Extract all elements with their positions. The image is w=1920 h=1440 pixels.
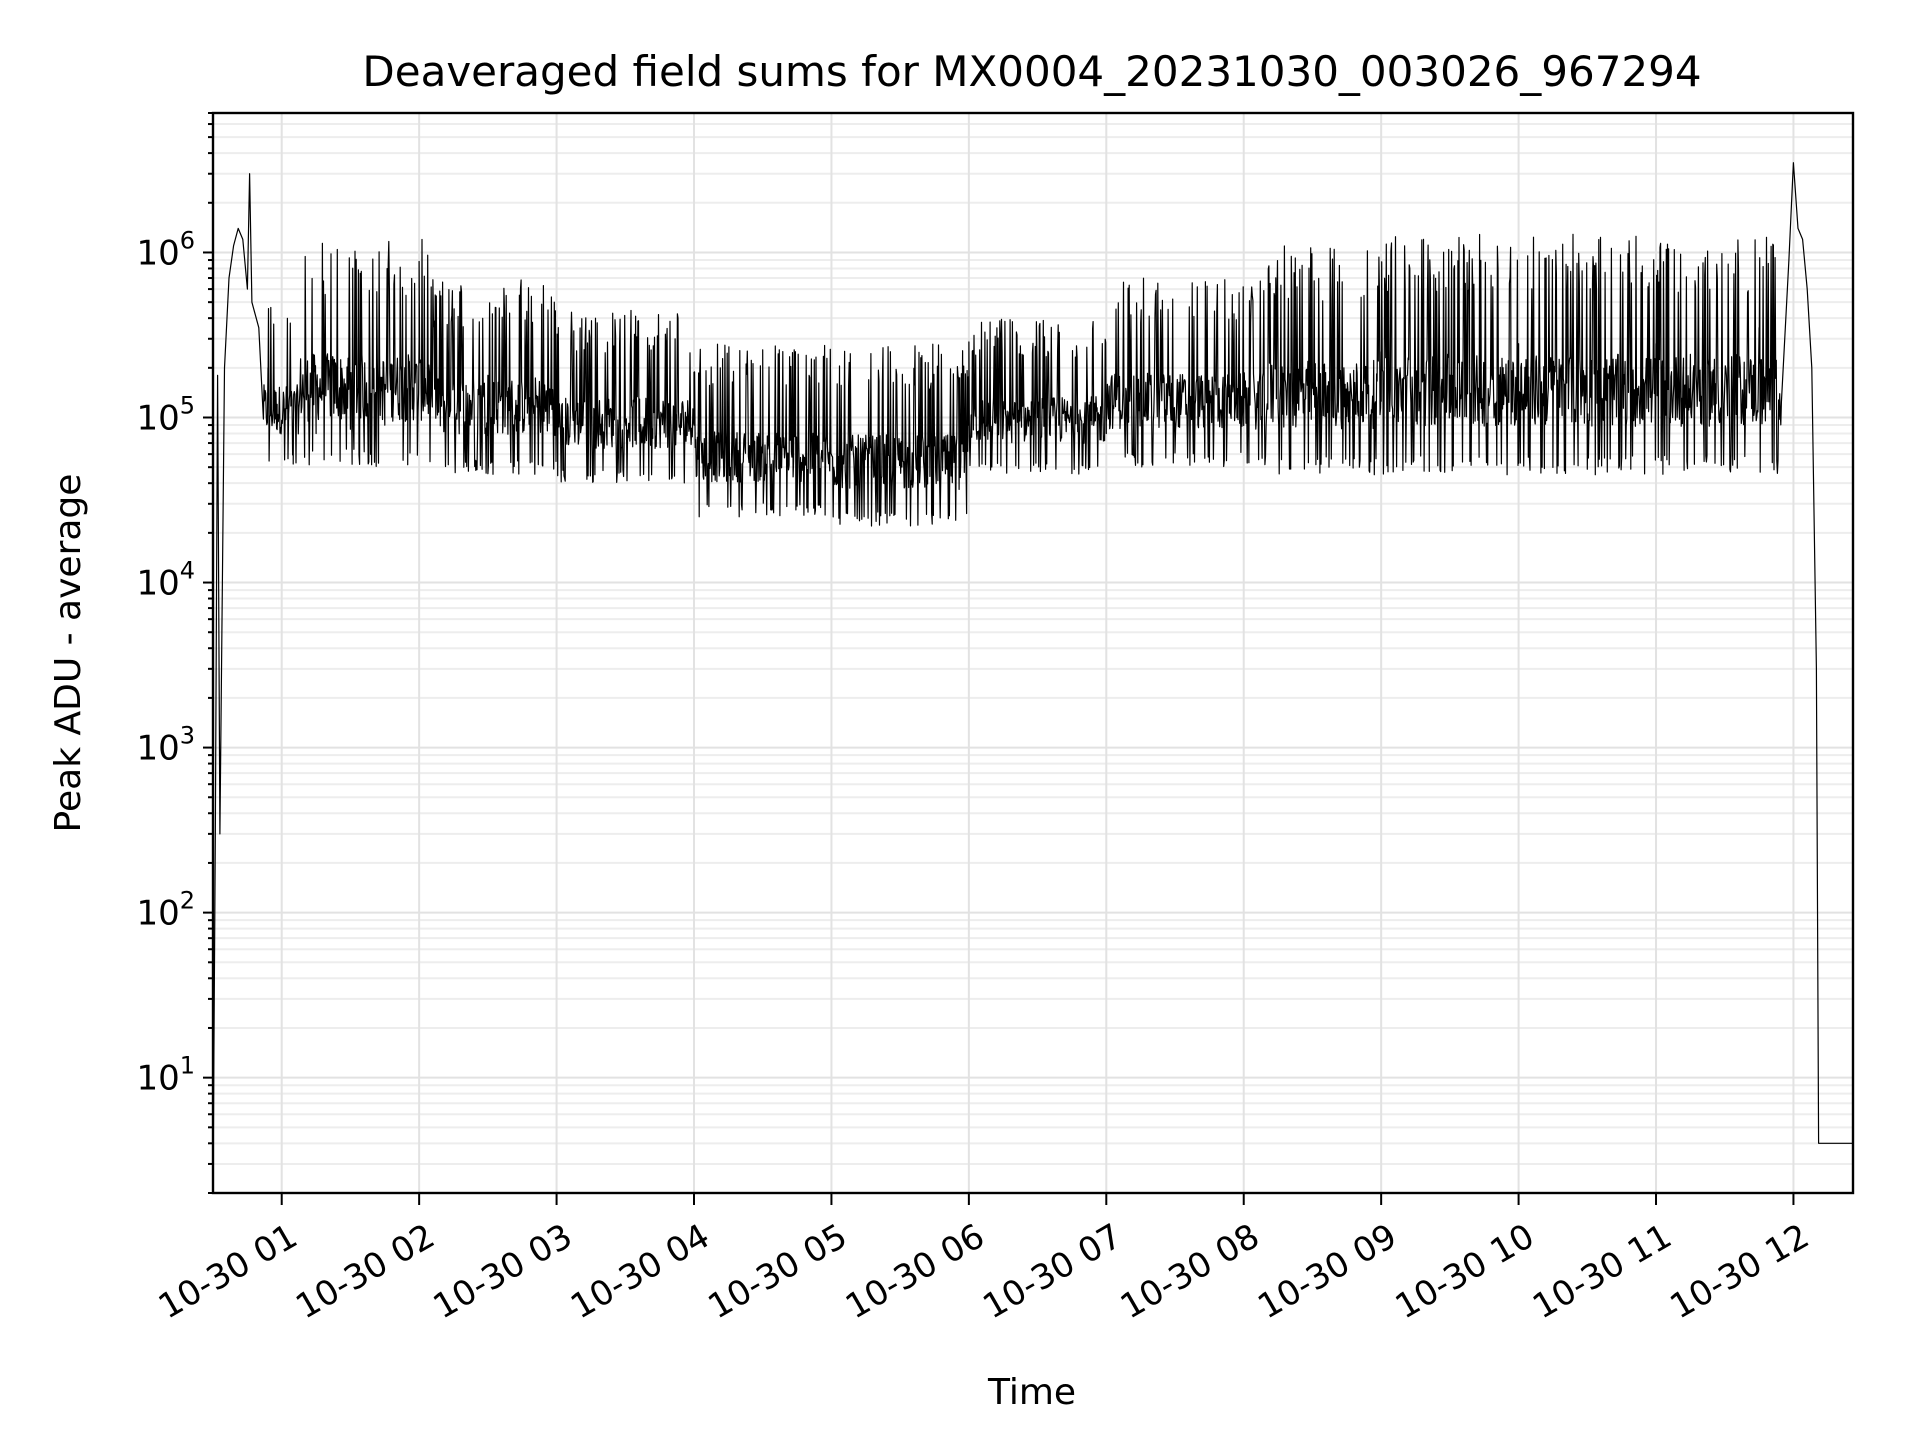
x-axis-label: Time: [987, 1372, 1076, 1413]
y-tick-label: 101: [136, 1052, 195, 1099]
plot-frame: [211, 111, 1855, 1195]
y-tick-exponent: 2: [180, 887, 195, 915]
y-tick-exponent: 5: [180, 392, 195, 420]
y-tick-label: 106: [136, 226, 195, 273]
data-series: [212, 162, 1853, 1194]
y-tick-exponent: 3: [180, 722, 195, 750]
y-tick-exponent: 4: [180, 557, 195, 585]
y-tick-label: 105: [136, 392, 195, 439]
y-tick-label: 104: [136, 557, 195, 604]
y-tick-exponent: 6: [180, 226, 195, 254]
y-tick-base: 10: [136, 564, 179, 604]
y-tick-label: 102: [136, 887, 195, 934]
y-tick-exponent: 1: [180, 1052, 195, 1080]
y-tick-base: 10: [136, 894, 179, 934]
chart-title: Deaveraged field sums for MX0004_2023103…: [362, 47, 1701, 96]
y-tick-base: 10: [136, 399, 179, 439]
grid-lines: [213, 112, 1853, 1194]
y-axis-label: Peak ADU - average: [48, 474, 89, 833]
y-tick-base: 10: [136, 233, 179, 273]
y-tick-base: 10: [136, 729, 179, 769]
y-tick-base: 10: [136, 1059, 179, 1099]
series-line: [212, 162, 1853, 1194]
y-tick-label: 103: [136, 722, 195, 769]
